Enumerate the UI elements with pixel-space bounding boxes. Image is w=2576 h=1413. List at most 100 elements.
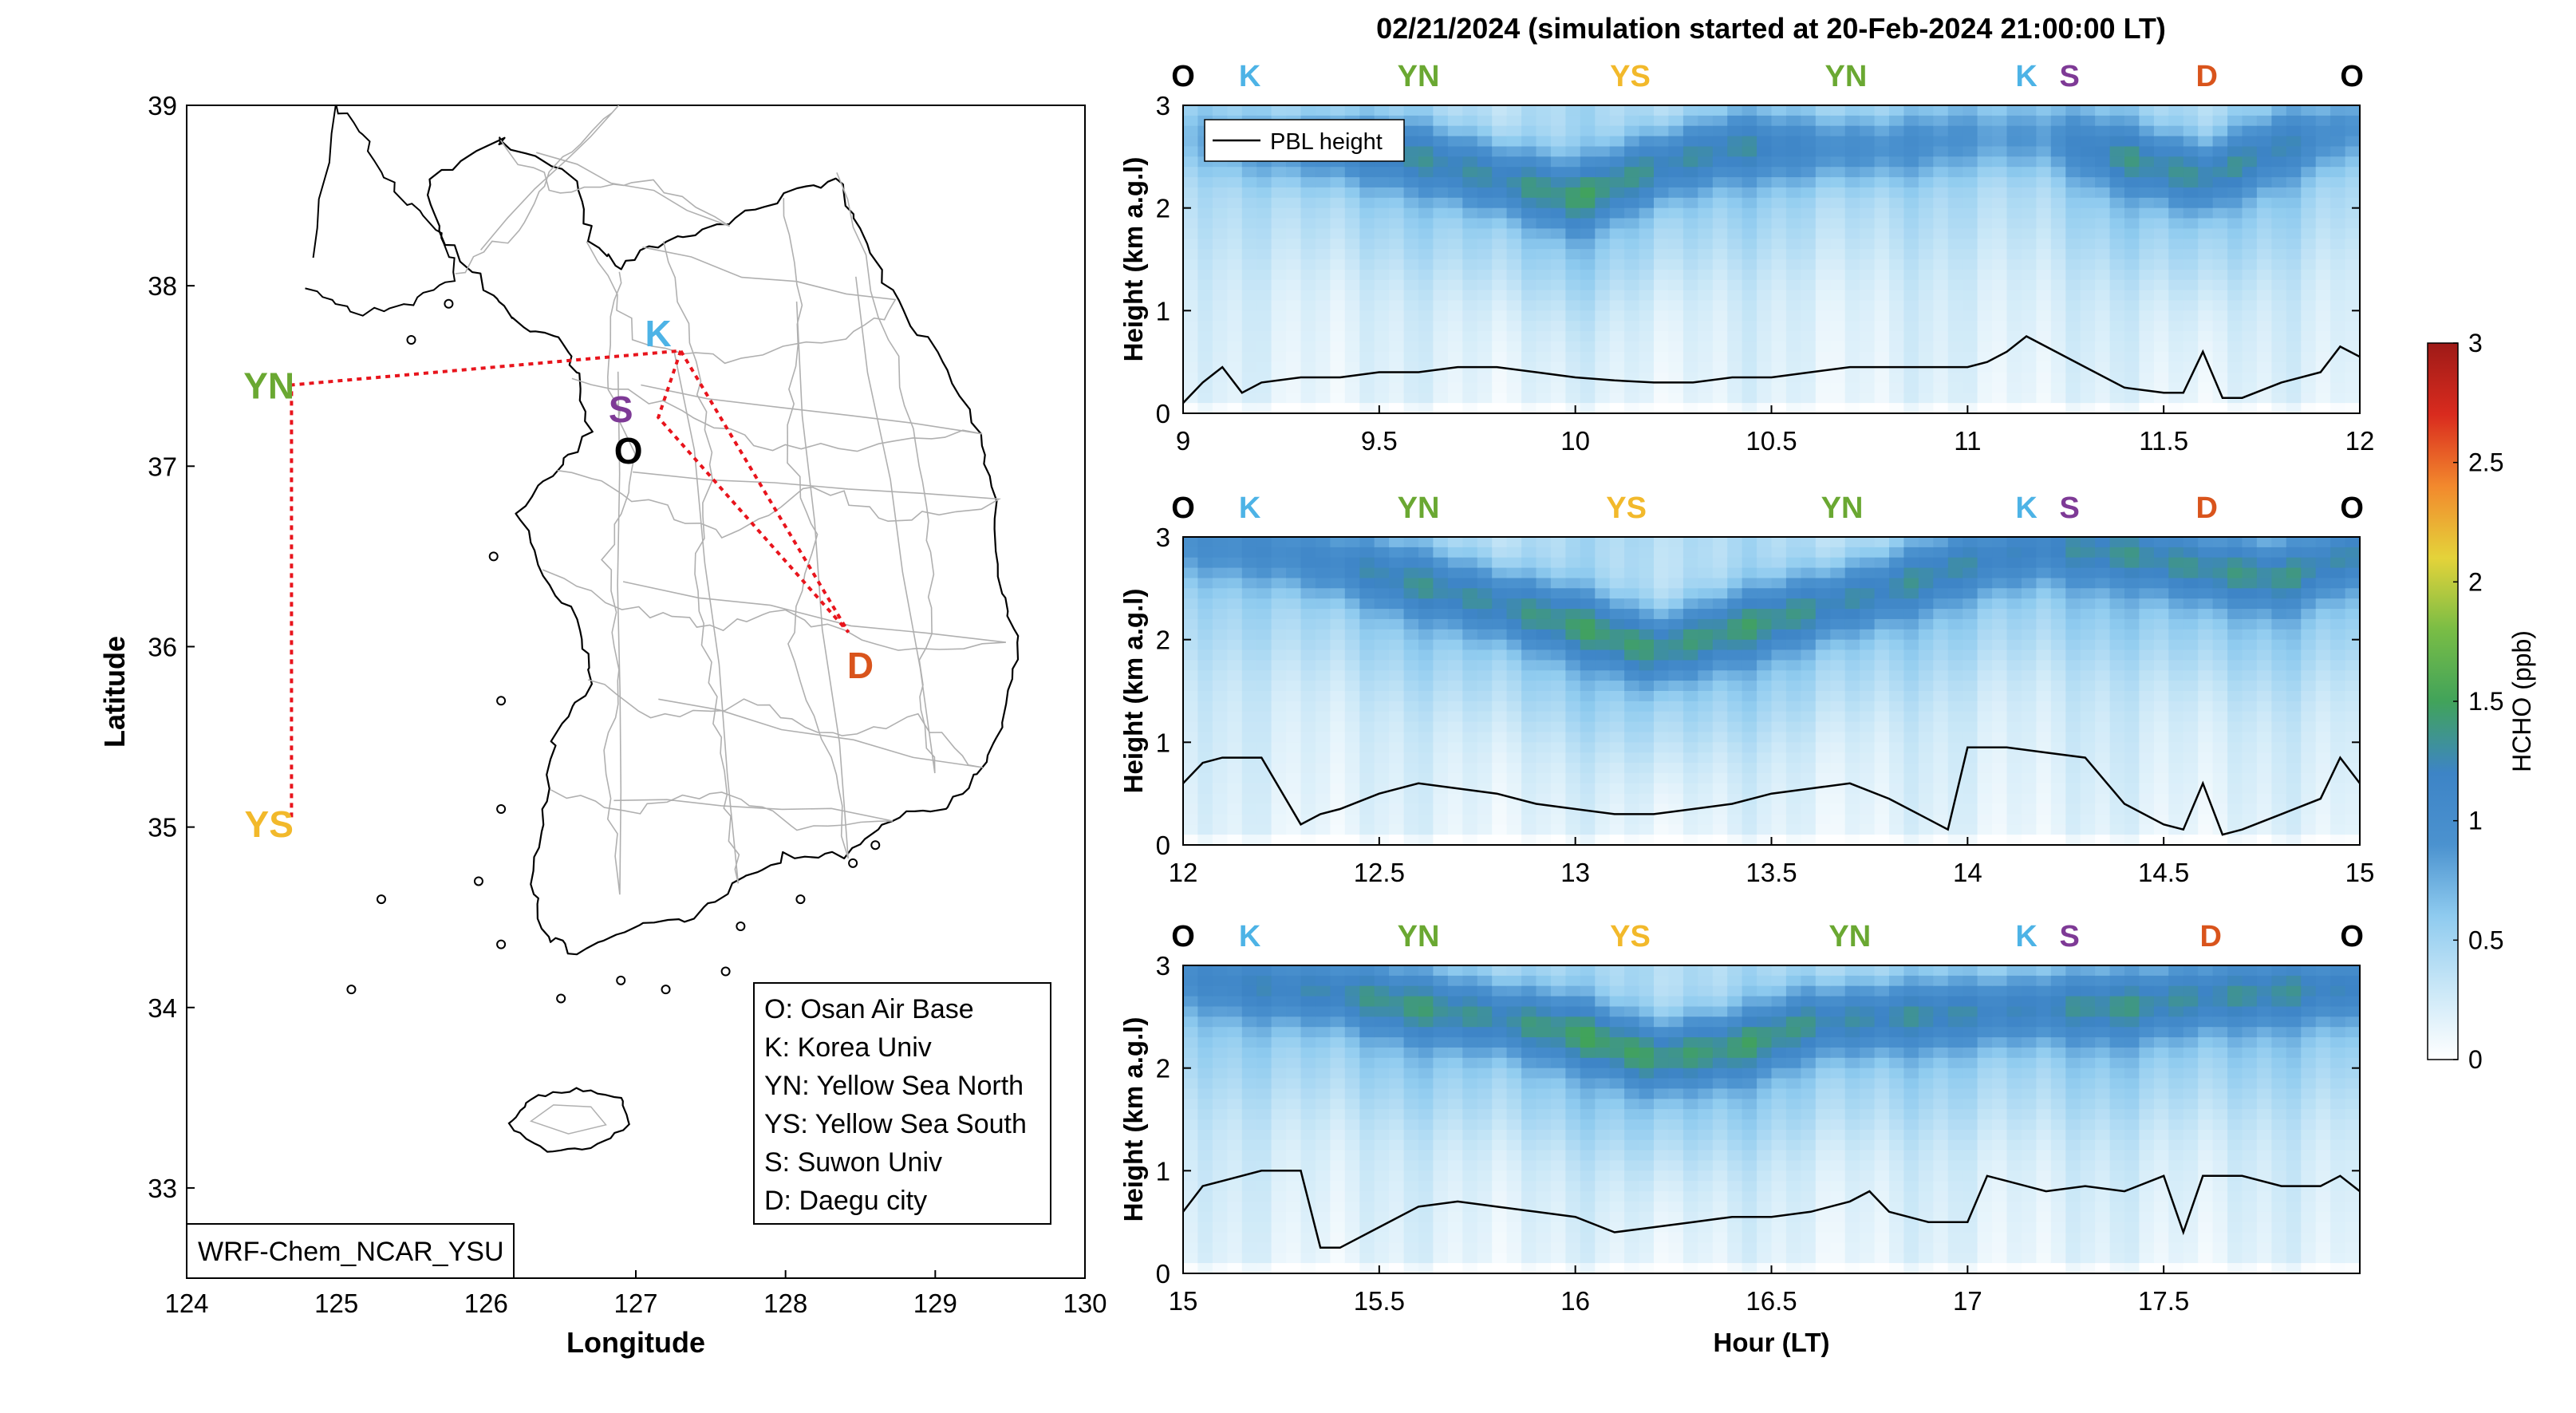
hcho-cell: [1286, 629, 1302, 641]
hcho-cell: [1757, 649, 1773, 661]
hcho-cell: [1227, 742, 1243, 753]
hcho-cell: [1330, 598, 1346, 610]
hcho-cell: [1785, 618, 1802, 630]
hcho-cell: [1757, 136, 1773, 148]
hcho-cell: [1595, 609, 1611, 620]
hcho-cell: [1815, 403, 1831, 413]
hcho-cell: [1565, 609, 1581, 620]
hcho-cell: [1330, 361, 1346, 373]
hcho-cell: [1315, 660, 1331, 672]
map-ytick-label: 36: [148, 632, 177, 661]
hcho-cell: [2256, 269, 2273, 281]
hcho-cell: [1374, 701, 1390, 712]
hcho-cell: [1654, 567, 1670, 579]
hcho-cell: [1785, 341, 1802, 353]
hcho-cell: [2271, 197, 2287, 209]
hcho-cell: [2006, 321, 2022, 332]
hcho-cell: [1742, 681, 1757, 692]
hcho-cell: [2021, 537, 2038, 548]
hcho-cell: [2021, 218, 2038, 230]
hcho-cell: [2330, 588, 2346, 599]
hcho-cell: [2109, 207, 2125, 219]
hcho-cell: [2212, 711, 2228, 723]
hcho-cell: [1374, 609, 1390, 620]
hcho-cell: [1682, 639, 1699, 651]
hcho-cell: [2124, 629, 2140, 641]
hcho-cell: [2212, 341, 2228, 353]
hcho-cell: [1403, 228, 1419, 240]
hcho-cell: [1668, 177, 1684, 188]
hcho-cell: [2212, 125, 2228, 137]
hcho-cell: [1403, 793, 1419, 805]
hcho-cell: [1595, 567, 1611, 579]
hcho-cell: [1698, 341, 1714, 353]
hcho-cell: [1359, 331, 1375, 342]
hcho-cell: [2271, 403, 2287, 413]
hcho-cell: [1801, 115, 1817, 127]
hcho-cell: [1330, 177, 1346, 188]
hcho-cell: [1506, 115, 1522, 127]
hcho-cell: [1624, 783, 1640, 795]
hcho-cell: [2330, 721, 2346, 733]
hcho-cell: [1860, 732, 1876, 744]
hcho-cell: [2139, 218, 2155, 230]
hcho-cell: [2139, 361, 2155, 373]
hcho-cell: [1668, 218, 1684, 230]
hcho-cell: [1462, 156, 1478, 168]
hcho-cell: [1521, 772, 1537, 784]
curtain-xtick-label: 10: [1560, 426, 1590, 456]
hcho-cell: [1609, 649, 1625, 661]
hcho-cell: [1860, 567, 1876, 579]
hcho-cell: [1874, 115, 1890, 127]
hcho-cell: [1830, 772, 1846, 784]
hcho-cell: [1418, 372, 1434, 384]
hcho-cell: [2242, 701, 2258, 712]
hcho-cell: [1536, 732, 1552, 744]
hcho-cell: [1757, 824, 1773, 835]
hcho-cell: [2021, 187, 2038, 199]
hcho-cell: [1992, 290, 2008, 302]
hcho-cell: [1801, 814, 1817, 826]
hcho-cell: [1757, 578, 1773, 590]
hcho-cell: [1241, 670, 1257, 681]
hcho-cell: [1830, 239, 1846, 250]
hcho-cell: [1801, 835, 1817, 845]
hcho-cell: [1830, 341, 1846, 353]
hcho-cell: [1682, 136, 1699, 148]
hcho-cell: [1433, 269, 1449, 281]
hcho-cell: [1374, 300, 1390, 312]
hcho-cell: [1433, 156, 1449, 168]
hcho-cell: [1918, 803, 1935, 815]
hcho-cell: [1889, 310, 1905, 322]
hcho-cell: [1698, 125, 1714, 137]
hcho-cell: [2080, 649, 2096, 661]
hcho-cell: [2065, 803, 2081, 815]
hcho-cell: [2212, 146, 2228, 158]
hcho-cell: [1889, 239, 1905, 250]
hcho-cell: [1903, 681, 1919, 692]
hcho-cell: [1595, 701, 1611, 712]
hcho-cell: [1860, 372, 1876, 384]
hcho-cell: [2330, 557, 2346, 569]
hcho-cell: [1374, 197, 1390, 209]
hcho-cell: [1330, 752, 1346, 764]
hcho-cell: [1668, 310, 1684, 322]
hcho-cell: [2198, 772, 2214, 784]
hcho-cell: [1742, 249, 1757, 260]
hcho-cell: [1889, 156, 1905, 168]
hcho-cell: [1903, 403, 1919, 413]
hcho-cell: [2345, 649, 2360, 661]
hcho-cell: [2271, 310, 2287, 322]
hcho-cell: [1889, 136, 1905, 148]
hcho-cell: [1271, 742, 1287, 753]
hcho-cell: [2212, 783, 2228, 795]
hcho-cell: [2124, 557, 2140, 569]
hcho-cell: [1682, 732, 1699, 744]
hcho-cell: [1359, 557, 1375, 569]
hcho-cell: [1727, 752, 1743, 764]
hcho-cell: [1712, 321, 1728, 332]
hcho-cell: [1654, 105, 1670, 116]
hcho-cell: [2198, 372, 2214, 384]
hcho-cell: [1785, 793, 1802, 805]
hcho-cell: [1271, 197, 1287, 209]
